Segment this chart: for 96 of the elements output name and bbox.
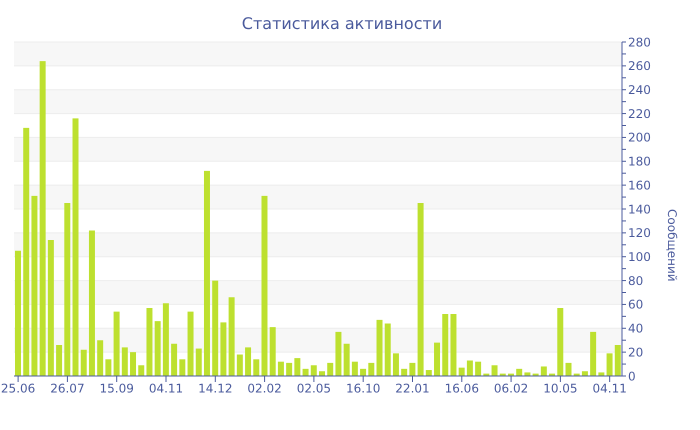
y-tick-label: 180 [628, 154, 651, 169]
y-tick-label: 100 [628, 250, 651, 264]
bar [261, 196, 268, 376]
bar [516, 368, 522, 376]
bar [286, 362, 292, 376]
x-tick-label: 14.12 [198, 382, 232, 396]
x-tick-label: 04.11 [148, 382, 184, 396]
bar [270, 327, 276, 376]
bar [565, 362, 572, 376]
bar [368, 362, 374, 376]
bar [442, 314, 448, 376]
bar [236, 354, 243, 376]
y-tick-label: 240 [628, 82, 651, 97]
y-tick-label: 260 [628, 59, 651, 74]
bar [319, 371, 325, 376]
bar [614, 344, 621, 376]
x-tick-label: 15.09 [100, 382, 134, 396]
x-tick-label: 16.06 [444, 382, 479, 396]
bar [376, 320, 383, 376]
bar [418, 203, 424, 376]
x-tick-label: 02.05 [296, 382, 332, 396]
x-tick-label: 22.01 [395, 382, 430, 396]
bar [97, 340, 104, 376]
y-tick-label: 40 [628, 322, 644, 336]
y-tick-label: 120 [628, 226, 651, 240]
bar [228, 297, 235, 376]
bar [392, 353, 399, 376]
y-tick-label: 280 [628, 35, 651, 50]
bar [278, 362, 284, 376]
bar [302, 368, 309, 376]
y-tick-label: 80 [628, 274, 644, 288]
bar [138, 365, 144, 376]
bar [130, 352, 136, 376]
y-tick-label: 160 [628, 178, 651, 192]
bar [426, 370, 432, 376]
y-axis-title: Сообщений [664, 209, 679, 282]
bar [475, 362, 482, 376]
bar [352, 362, 358, 376]
x-tick-label: 16.10 [346, 382, 380, 396]
bar [204, 170, 210, 376]
bar [458, 368, 465, 376]
bar [492, 365, 498, 376]
bar [245, 347, 252, 376]
bar [162, 303, 169, 376]
bar [540, 366, 547, 376]
bar [590, 332, 596, 376]
bar [56, 344, 62, 376]
bar [188, 312, 194, 376]
bar [310, 365, 317, 376]
bar [80, 350, 87, 376]
bar [23, 128, 30, 376]
bar [212, 280, 218, 376]
bar [450, 314, 456, 376]
bar [179, 359, 186, 376]
bar [171, 344, 178, 376]
bar [88, 230, 95, 376]
bar [294, 358, 300, 376]
bar [196, 348, 202, 376]
y-tick-label: 0 [628, 369, 636, 384]
y-tick-label: 220 [628, 106, 651, 121]
bar [72, 118, 79, 376]
bar [434, 342, 440, 376]
x-tick-label: 26.07 [50, 382, 85, 396]
x-tick-label: 04.11 [592, 382, 627, 396]
bar [146, 308, 152, 376]
bar [582, 371, 588, 376]
bar [344, 344, 350, 376]
bar [220, 322, 226, 376]
bar [401, 368, 408, 376]
bar [606, 353, 613, 376]
x-tick-label: 06.02 [494, 382, 528, 396]
bar [114, 312, 120, 376]
y-tick-label: 140 [628, 202, 651, 216]
bar [31, 196, 38, 376]
bar [557, 308, 564, 376]
bar [122, 347, 128, 376]
x-tick-label: 25.06 [0, 382, 36, 396]
x-tick-label: 02.02 [247, 382, 282, 396]
y-tick-label: 200 [628, 130, 651, 145]
bar [105, 359, 112, 376]
bar [253, 359, 260, 376]
chart-title: Статистика активности [240, 14, 444, 33]
bar [154, 321, 161, 376]
bar [360, 368, 366, 376]
bar [15, 250, 21, 376]
bar [48, 240, 54, 376]
bar [384, 324, 391, 376]
bar [327, 362, 334, 376]
bar [335, 332, 342, 376]
bar [40, 61, 46, 376]
bar [64, 203, 70, 376]
bar [466, 360, 473, 376]
y-tick-label: 20 [628, 345, 644, 360]
y-tick-label: 60 [628, 298, 644, 312]
bar [409, 362, 416, 376]
x-tick-label: 10.05 [543, 382, 578, 396]
